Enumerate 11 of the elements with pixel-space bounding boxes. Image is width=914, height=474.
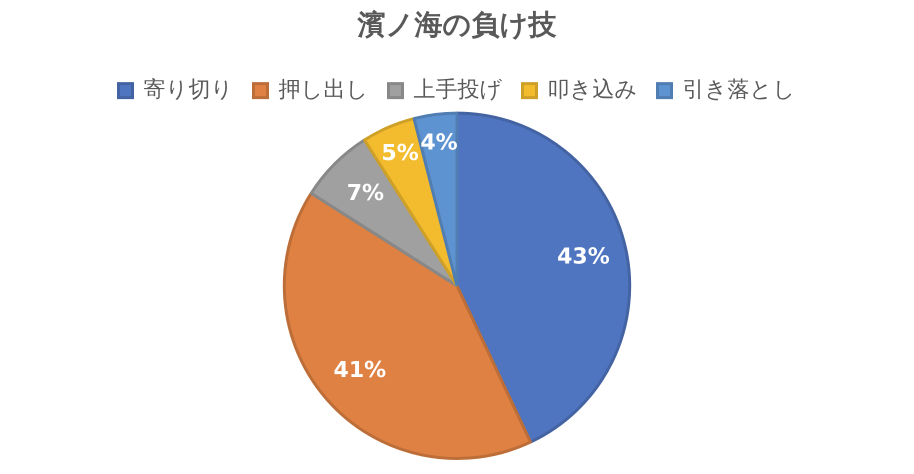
data-label: 5%: [381, 140, 419, 166]
data-label: 43%: [557, 244, 610, 270]
data-label: 4%: [420, 130, 458, 156]
legend-label: 引き落とし: [682, 77, 796, 102]
data-label: 7%: [346, 180, 384, 206]
legend-label: 叩き込み: [548, 77, 638, 102]
chart-title: 濱ノ海の負け技: [356, 8, 558, 42]
legend-label: 押し出し: [278, 77, 368, 102]
legend-label: 上手投げ: [414, 77, 502, 102]
data-label: 41%: [334, 358, 386, 384]
legend-label: 寄り切り: [144, 77, 234, 102]
